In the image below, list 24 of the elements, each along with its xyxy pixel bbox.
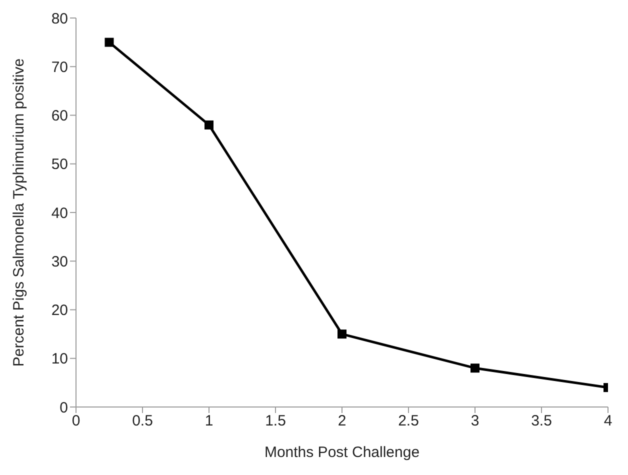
x-axis-title: Months Post Challenge (264, 444, 420, 461)
y-tick-label: 60 (51, 108, 68, 125)
y-tick-label: 0 (60, 399, 68, 416)
x-tick-label: 4 (604, 412, 612, 430)
x-tick-label: 3 (470, 412, 480, 430)
x-tick-label: 2.5 (398, 412, 419, 430)
point (104, 38, 114, 47)
y-tick-label: 50 (51, 156, 68, 174)
y-tick-label: 70 (51, 58, 68, 76)
x-tick-label: 2 (338, 412, 346, 430)
x-tick-label: 3.5 (531, 412, 552, 430)
x-tick-label: 1 (204, 412, 214, 430)
point (204, 120, 214, 130)
y-tick-label: 30 (51, 253, 68, 270)
y-tick-label: 40 (51, 204, 68, 222)
point (338, 330, 346, 339)
y-tick-label: 80 (51, 10, 68, 28)
x-tick-label: 0.5 (132, 412, 153, 430)
y-tick-label: 10 (51, 350, 68, 368)
point (470, 364, 480, 373)
y-axis-title: Percent Pigs Salmonella Typhimurium positive (10, 58, 28, 367)
y-tick-label: 20 (51, 302, 68, 320)
x-tick-label: 0 (72, 412, 80, 430)
x-tick-label: 1.5 (265, 412, 286, 430)
